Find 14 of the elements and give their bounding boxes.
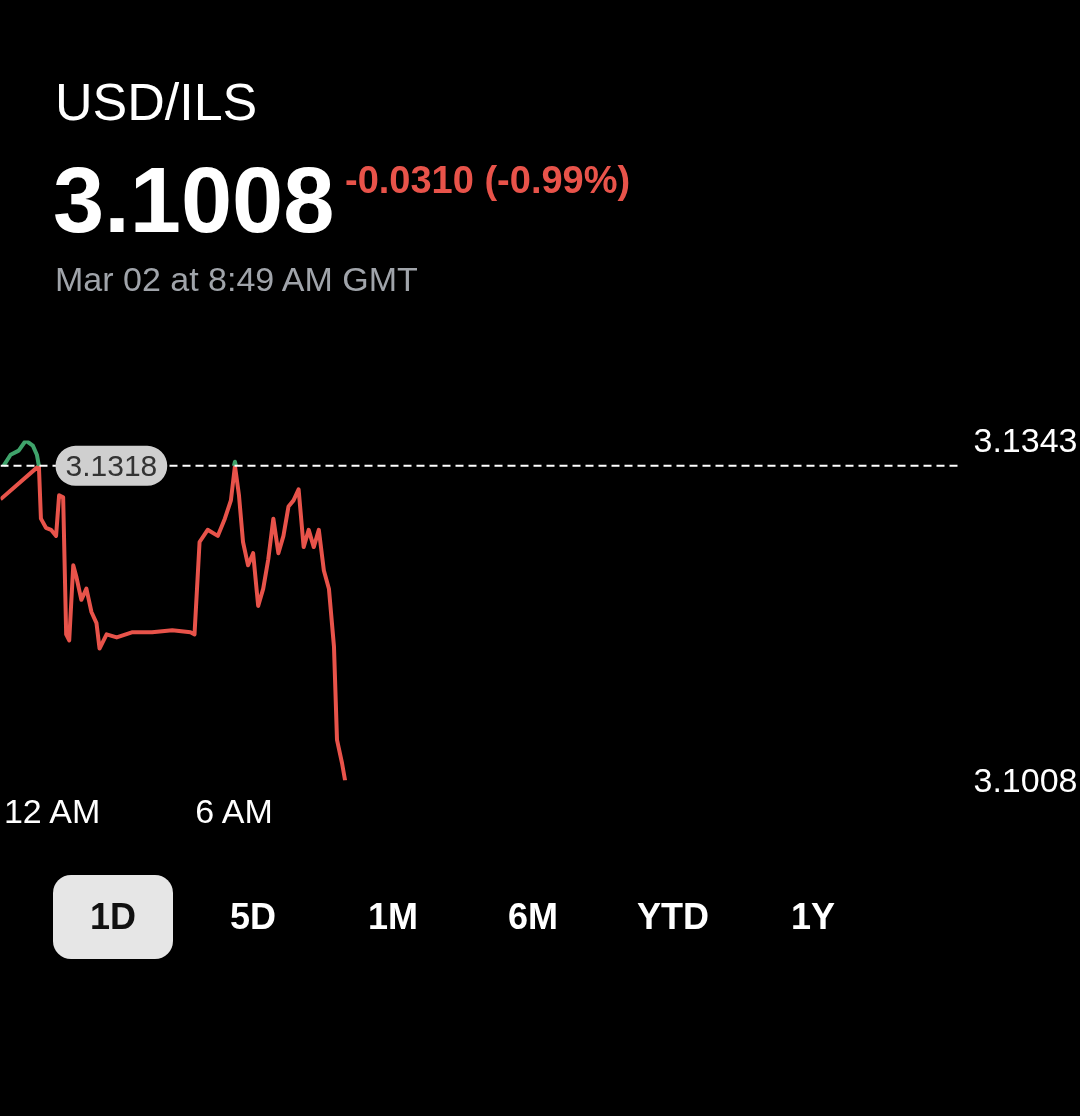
text: 6M	[507, 895, 558, 939]
text: 3.1008	[53, 149, 335, 251]
x-tick-label: 6 AM	[195, 791, 273, 830]
ref-line-label: 3.1318	[65, 448, 158, 482]
text: 1Y	[790, 895, 836, 939]
x-tick-label: 12 AM	[3, 791, 101, 830]
text: 1M	[367, 895, 418, 939]
y-tick-label: 3.1343	[973, 421, 1078, 459]
text: YTD	[637, 895, 709, 939]
text: -0.0310 (-0.99%)	[345, 158, 631, 203]
text: Mar 02 at 8:49 AM GMT	[55, 259, 418, 300]
chart-title: USD/ILS	[55, 72, 258, 133]
text: 1D	[89, 895, 137, 939]
text: 5D	[229, 895, 277, 939]
